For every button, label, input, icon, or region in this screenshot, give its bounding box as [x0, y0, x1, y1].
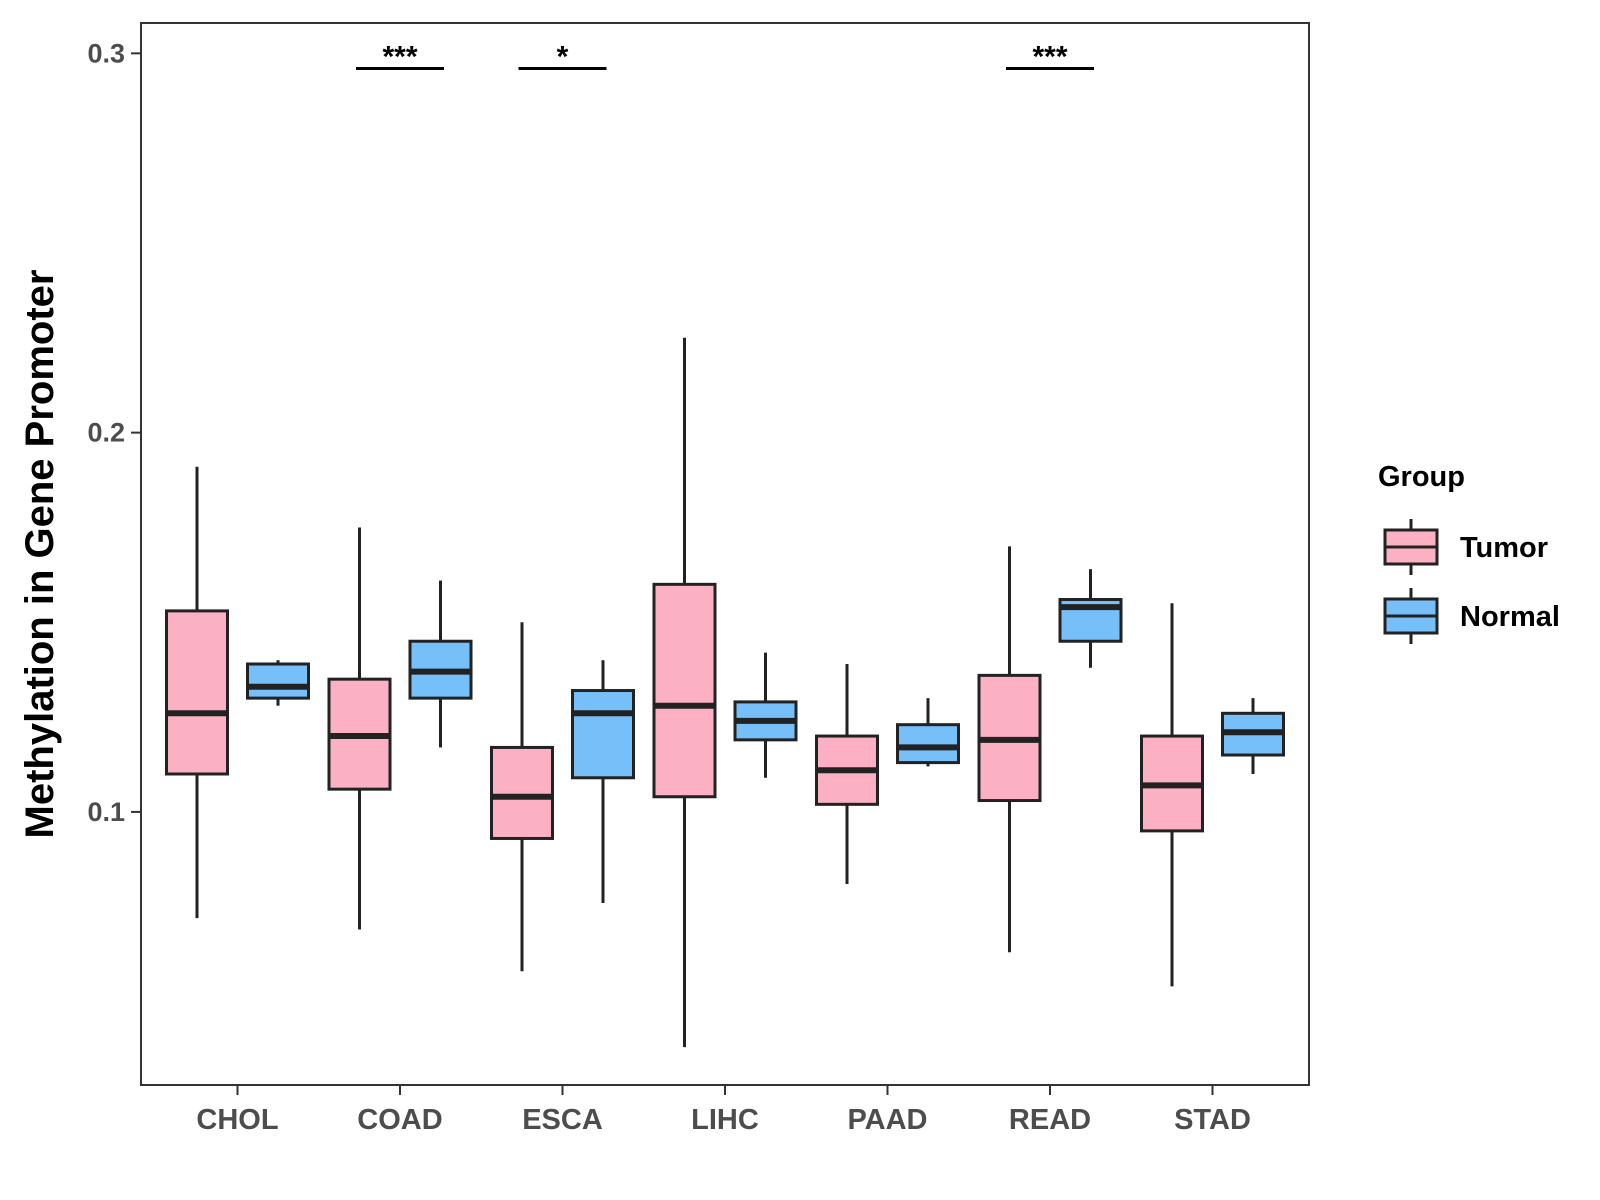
box-iqr [652, 582, 717, 799]
box-normal-stad [1221, 698, 1285, 774]
box-tumor-esca [490, 622, 554, 972]
box-iqr [165, 609, 229, 776]
box-tumor-paad [815, 663, 879, 884]
box-iqr [246, 662, 310, 700]
box-normal-esca [571, 660, 635, 903]
significance-esca: * [518, 41, 607, 74]
legend-label-tumor: Tumor [1460, 532, 1548, 564]
box-normal-coad [408, 580, 473, 748]
y-axis: 0.1 0.2 0.3 [87, 38, 141, 827]
box-normal-lihc [733, 652, 798, 778]
y-tick-label: 0.1 [87, 797, 125, 827]
box-tumor-stad [1140, 603, 1204, 987]
box-normal-paad [896, 698, 960, 767]
x-tick-label-coad: COAD [357, 1104, 442, 1136]
x-tick-label-read: READ [1009, 1104, 1091, 1136]
box-normal-read [1058, 569, 1123, 668]
box-tumor-read [977, 546, 1042, 953]
y-tick-label: 0.3 [87, 38, 125, 68]
significance-label: *** [1032, 41, 1067, 74]
x-tick-label-lihc: LIHC [691, 1104, 759, 1136]
significance-coad: *** [356, 41, 444, 74]
legend-entry-normal: Normal [1383, 588, 1560, 644]
legend-label-normal: Normal [1460, 601, 1560, 633]
significance-label: * [557, 41, 569, 74]
panel-border [140, 22, 1310, 1086]
boxes-layer [165, 337, 1285, 1048]
box-iqr [490, 745, 554, 840]
x-tick-label-paad: PAAD [847, 1104, 927, 1136]
box-tumor-coad [327, 527, 392, 930]
x-tick-label-chol: CHOL [196, 1104, 278, 1136]
significance-read: *** [1006, 41, 1094, 74]
legend-entry-tumor: Tumor [1383, 519, 1548, 575]
y-tick-label: 0.2 [87, 418, 125, 448]
box-tumor-lihc [652, 337, 717, 1048]
x-axis: CHOL COAD ESCA LIHC PAAD READ STAD [196, 1085, 1251, 1136]
x-tick-label-stad: STAD [1174, 1104, 1251, 1136]
legend: Group Tumor Normal [1378, 461, 1560, 644]
box-iqr [896, 723, 960, 765]
box-iqr [571, 689, 635, 780]
box-normal-chol [246, 660, 310, 706]
y-axis-title: Methylation in Gene Promoter [18, 270, 62, 839]
legend-title: Group [1378, 461, 1465, 493]
significance-label: *** [382, 41, 417, 74]
significance-layer: *** * *** [356, 41, 1094, 74]
box-tumor-chol [165, 466, 229, 919]
x-tick-label-esca: ESCA [522, 1104, 603, 1136]
